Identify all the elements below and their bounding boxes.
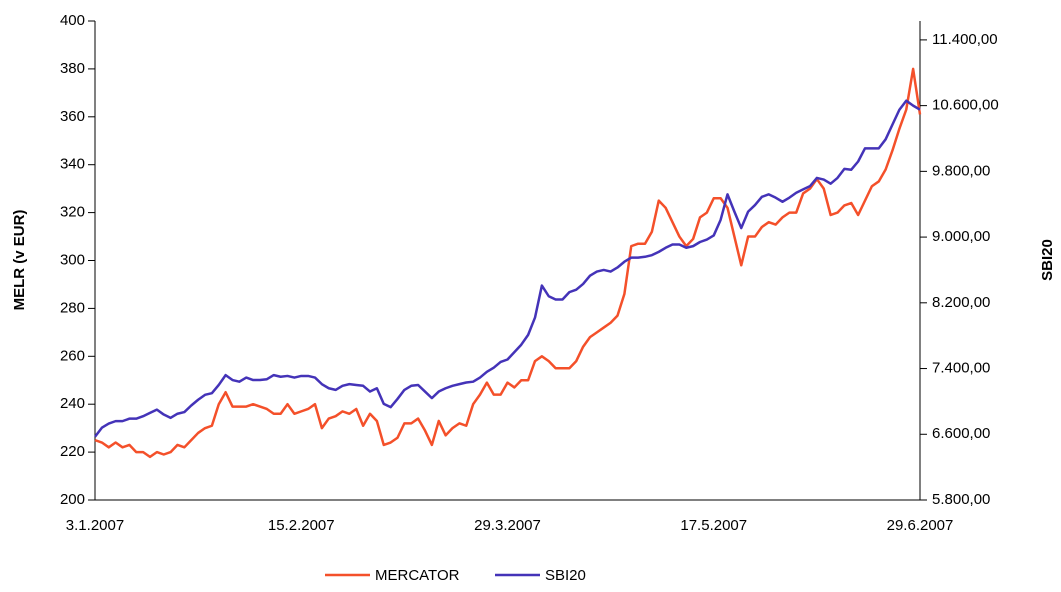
y2-tick-label: 8.200,00 [932,294,990,311]
y-tick-label: 200 [60,491,85,508]
legend-label: SBI20 [545,567,586,584]
y-axis-title: MELR (v EUR) [11,210,28,311]
y-tick-label: 240 [60,395,85,412]
series-line [94,99,921,438]
y2-tick-label: 5.800,00 [932,491,990,508]
y2-tick-label: 6.600,00 [932,425,990,442]
x-tick-label: 29.6.2007 [887,517,954,534]
y2-tick-label: 7.400,00 [932,360,990,377]
x-tick-label: 29.3.2007 [474,517,541,534]
y-tick-label: 340 [60,156,85,173]
y2-tick-label: 11.400,00 [932,31,998,48]
y-tick-label: 220 [60,443,85,460]
y2-axis-title: SBI20 [1039,239,1056,281]
y-tick-label: 360 [60,108,85,125]
y-tick-label: 400 [60,12,85,29]
y2-tick-label: 10.600,00 [932,97,999,114]
y-tick-label: 380 [60,60,85,77]
y-tick-label: 280 [60,299,85,316]
y2-tick-label: 9.800,00 [932,162,990,179]
y-tick-label: 260 [60,347,85,364]
y-tick-label: 300 [60,251,85,268]
series-line [94,67,922,459]
legend-label: MERCATOR [375,567,460,584]
y2-tick-label: 9.000,00 [932,228,990,245]
x-tick-label: 3.1.2007 [66,517,124,534]
x-tick-label: 17.5.2007 [680,517,747,534]
y-tick-label: 320 [60,204,85,221]
x-tick-label: 15.2.2007 [268,517,335,534]
